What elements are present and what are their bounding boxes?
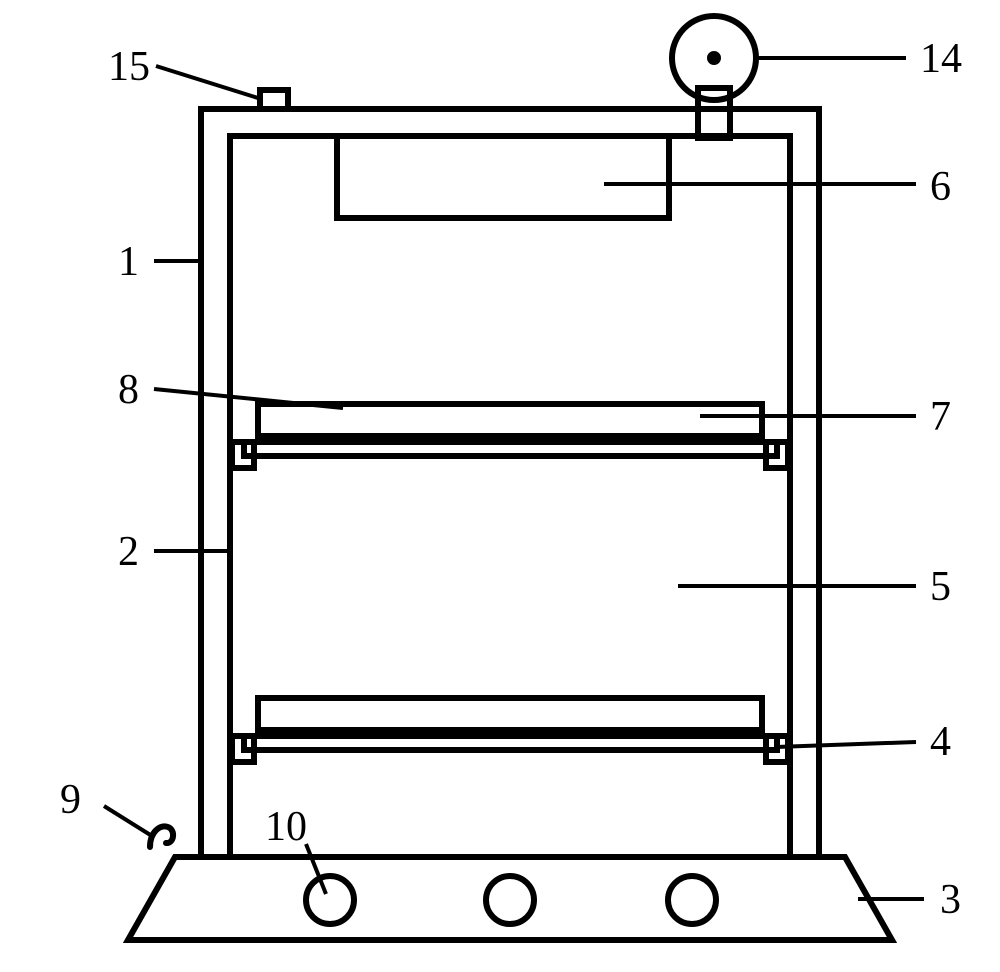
shelf-2-plate bbox=[258, 698, 762, 730]
label-3: 3 bbox=[940, 877, 961, 923]
label-7: 7 bbox=[930, 394, 951, 440]
leader-L4 bbox=[776, 742, 916, 747]
caster-3 bbox=[668, 876, 716, 924]
leader-L8 bbox=[154, 389, 343, 408]
leader-L9 bbox=[104, 806, 152, 836]
caster-1 bbox=[306, 876, 354, 924]
label-10: 10 bbox=[265, 804, 307, 850]
label-2: 2 bbox=[118, 529, 139, 575]
label-15: 15 bbox=[108, 44, 150, 90]
label-8: 8 bbox=[118, 367, 139, 413]
shelf-2-rail bbox=[244, 736, 777, 750]
shelf-1-rail bbox=[244, 442, 777, 456]
base bbox=[128, 857, 892, 940]
label-6: 6 bbox=[930, 164, 951, 210]
hook bbox=[150, 826, 173, 847]
outer-housing bbox=[201, 109, 819, 857]
top-component bbox=[337, 136, 669, 218]
label-14: 14 bbox=[920, 36, 962, 82]
caster-2 bbox=[486, 876, 534, 924]
label-5: 5 bbox=[930, 564, 951, 610]
leader-L15 bbox=[156, 66, 258, 98]
label-9: 9 bbox=[60, 777, 81, 823]
label-1: 1 bbox=[118, 239, 139, 285]
gauge-hub bbox=[710, 54, 718, 62]
label-4: 4 bbox=[930, 719, 951, 765]
sensor-port bbox=[260, 90, 288, 109]
